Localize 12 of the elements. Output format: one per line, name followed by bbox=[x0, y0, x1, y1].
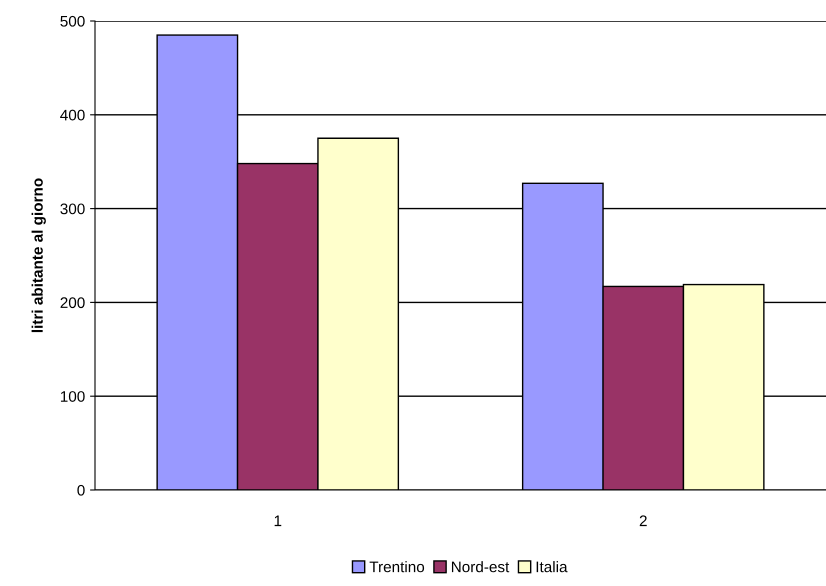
y-tick-label: 500 bbox=[60, 16, 85, 27]
legend-label: Trentino bbox=[370, 561, 424, 572]
y-axis-title: litri abitante al giorno bbox=[32, 178, 46, 332]
x-tick-label: 1 bbox=[274, 516, 282, 526]
y-tick-label: 400 bbox=[60, 110, 85, 120]
y-tick-label: 0 bbox=[77, 484, 85, 496]
y-tick-label: 200 bbox=[60, 297, 85, 308]
y-tick-label: 100 bbox=[60, 391, 85, 402]
legend-label: Italia bbox=[536, 561, 568, 572]
x-tick-label: 2 bbox=[640, 515, 647, 526]
y-tick-label: 300 bbox=[60, 203, 85, 214]
legend-label: Nord-est bbox=[452, 561, 510, 572]
